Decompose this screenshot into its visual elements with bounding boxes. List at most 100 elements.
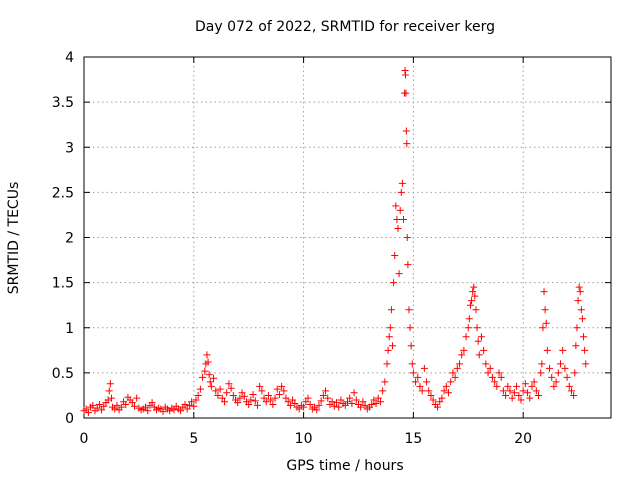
data-point: [563, 373, 571, 381]
data-point: [468, 297, 476, 305]
data-point: [247, 396, 255, 404]
data-point: [223, 389, 231, 397]
data-point: [495, 369, 503, 377]
data-point: [510, 389, 518, 397]
data-point: [394, 224, 402, 232]
x-tick-label: 5: [189, 431, 198, 447]
data-point: [538, 360, 546, 368]
data-point: [324, 394, 332, 402]
x-tick-label: 15: [404, 431, 422, 447]
data-point: [105, 387, 113, 395]
y-tick-label: 2: [65, 231, 74, 247]
data-point: [234, 399, 242, 407]
data-point: [148, 399, 156, 407]
data-point: [221, 398, 229, 406]
data-point: [271, 394, 279, 402]
data-point: [273, 385, 281, 393]
data-point: [144, 407, 152, 415]
data-point: [207, 382, 215, 390]
data-point: [528, 382, 536, 390]
data-point: [474, 337, 482, 345]
data-point: [337, 396, 345, 404]
data-point: [559, 346, 567, 354]
data-point: [580, 333, 588, 341]
data-point: [258, 387, 266, 395]
data-point: [201, 367, 209, 375]
data-point: [387, 306, 395, 314]
data-point: [578, 315, 586, 323]
data-point: [131, 402, 139, 410]
data-point: [427, 391, 435, 399]
data-point: [425, 387, 433, 395]
data-point: [521, 380, 529, 388]
data-point: [556, 360, 564, 368]
data-point: [106, 380, 114, 388]
axis-ticks: 0 0.5 1 1.5 2 2.5 3 3.5 4 0 5 10 15 20: [52, 50, 611, 447]
data-point: [453, 364, 461, 372]
data-point: [393, 215, 401, 223]
data-point: [508, 394, 516, 402]
data-point: [499, 387, 507, 395]
data-point: [455, 360, 463, 368]
data-point: [484, 369, 492, 377]
grid: [84, 57, 611, 418]
data-point: [352, 396, 360, 404]
data-point: [304, 394, 312, 402]
data-point: [434, 403, 442, 411]
data-point: [315, 401, 323, 409]
data-point: [188, 398, 196, 406]
data-point: [204, 358, 212, 366]
data-point: [471, 292, 479, 300]
data-point: [372, 400, 380, 408]
data-point: [236, 394, 244, 402]
data-point: [245, 400, 253, 408]
data-point: [436, 398, 444, 406]
data-point: [513, 382, 521, 390]
data-point: [475, 351, 483, 359]
plot-frame: [83, 56, 612, 419]
data-point: [170, 406, 178, 414]
data-point: [275, 391, 283, 399]
data-point: [192, 396, 200, 404]
data-point: [389, 342, 397, 350]
data-point: [203, 351, 211, 359]
data-point: [280, 387, 288, 395]
data-point: [177, 407, 185, 415]
data-point: [423, 378, 431, 386]
x-tick-label: 20: [514, 431, 532, 447]
data-point: [548, 373, 556, 381]
data-point: [530, 378, 538, 386]
data-point: [414, 373, 422, 381]
data-point: [376, 398, 384, 406]
data-point: [381, 378, 389, 386]
data-point: [542, 319, 550, 327]
data-point: [212, 387, 220, 395]
data-point: [447, 378, 455, 386]
data-point: [190, 402, 198, 410]
y-tick-label: 0: [65, 411, 74, 427]
data-point: [429, 396, 437, 404]
data-point: [554, 369, 562, 377]
data-point: [403, 140, 411, 148]
data-point: [493, 382, 501, 390]
data-point: [370, 396, 378, 404]
data-point: [420, 364, 428, 372]
data-point: [392, 202, 400, 210]
data-point: [199, 373, 207, 381]
data-point: [344, 398, 351, 406]
data-point: [216, 385, 224, 393]
data-point: [386, 324, 394, 332]
data-point: [574, 297, 582, 305]
data-point: [383, 360, 391, 368]
data-point: [348, 400, 356, 408]
data-point: [214, 391, 222, 399]
data-point: [575, 283, 583, 291]
data-point: [295, 405, 303, 413]
data-point: [240, 392, 248, 400]
data-point: [122, 400, 130, 408]
data-point: [524, 389, 532, 397]
data-point: [100, 402, 108, 410]
y-tick-label: 0.5: [52, 366, 74, 382]
data-point: [300, 403, 308, 411]
y-tick-label: 1.5: [52, 276, 74, 292]
